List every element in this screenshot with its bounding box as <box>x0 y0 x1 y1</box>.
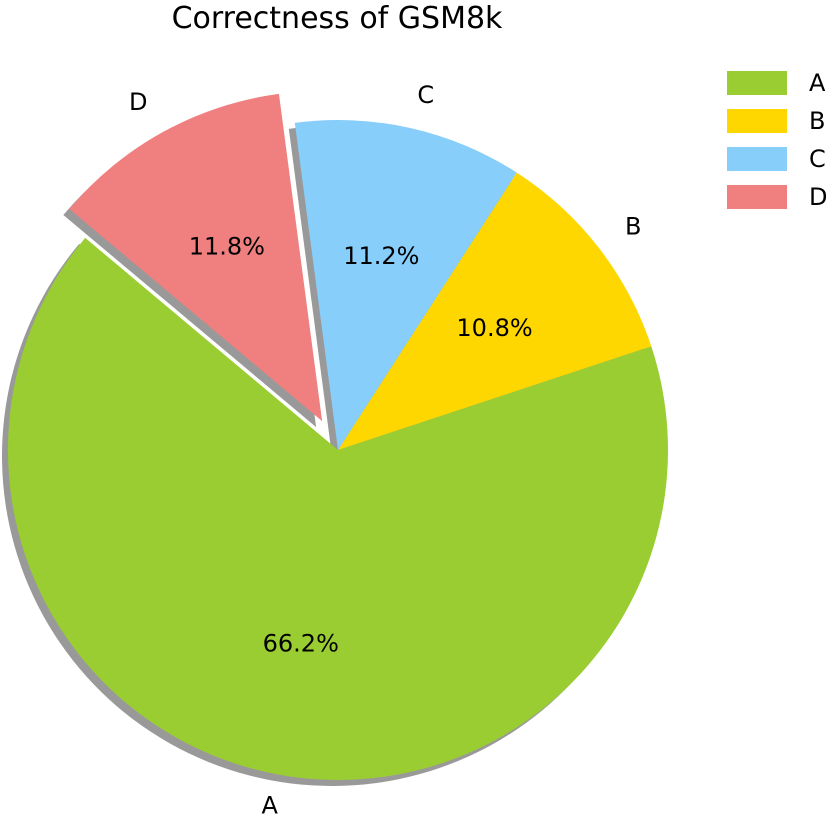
slice-b <box>338 172 652 450</box>
slice-label-d: D <box>129 88 147 116</box>
slice-percent-c: 11.2% <box>343 242 419 270</box>
legend-label-d: D <box>809 183 827 211</box>
slice-a <box>7 237 669 781</box>
legend-swatch-d <box>727 185 787 209</box>
slice-percent-b: 10.8% <box>456 314 532 342</box>
pie-labels: A 66.2% B 10.8% C 11.2% D 11.8% <box>129 81 641 815</box>
pie-slices <box>7 93 669 781</box>
legend-swatch-b <box>727 109 787 133</box>
slice-c <box>294 119 517 450</box>
slice-label-c: C <box>417 81 434 109</box>
legend-label-c: C <box>809 145 826 173</box>
slice-label-a: A <box>262 792 279 815</box>
slice-percent-a: 66.2% <box>263 629 339 657</box>
legend-label-a: A <box>809 69 826 97</box>
legend-label-b: B <box>809 107 825 135</box>
legend-swatch-a <box>727 71 787 95</box>
slice-d <box>69 93 323 422</box>
chart-title: Correctness of GSM8k <box>172 1 503 36</box>
slice-label-b: B <box>625 213 641 241</box>
legend-swatch-c <box>727 147 787 171</box>
slice-percent-d: 11.8% <box>189 232 265 260</box>
